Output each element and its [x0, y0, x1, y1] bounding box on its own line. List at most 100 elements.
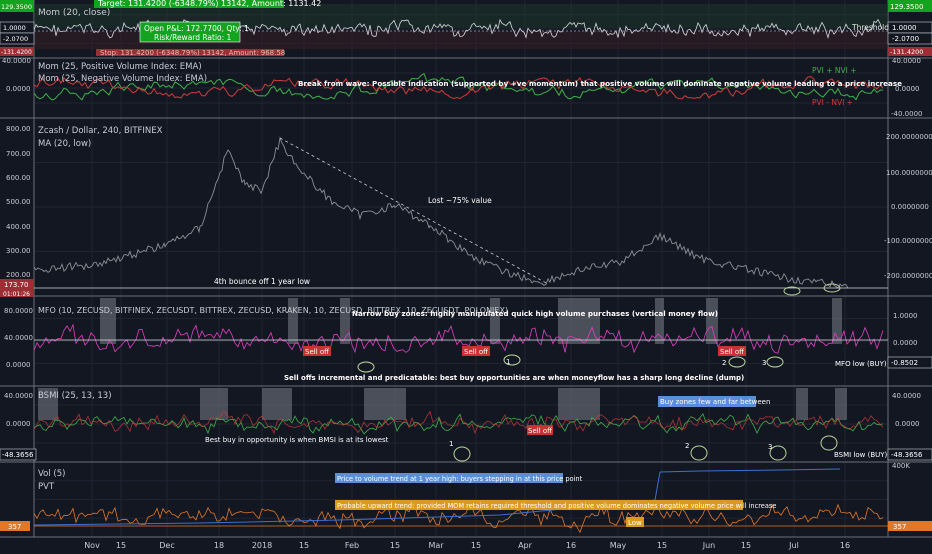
pvi-right-tick: -40.0000 — [891, 110, 922, 118]
bsmi-buy-zone — [262, 388, 292, 420]
mfo-oval — [503, 354, 521, 366]
price-legend-1: Zcash / Dollar, 240, BITFINEX — [38, 126, 163, 136]
bsmi-red-line — [33, 410, 884, 435]
open-pl-box — [139, 21, 241, 43]
mfo-marker-2: 2 — [722, 359, 726, 367]
price-left-badge — [0, 279, 34, 289]
mfo-buy-zone — [832, 298, 842, 344]
mom-right-badge — [888, 47, 932, 56]
time-tick-label: Mar — [428, 541, 444, 550]
mfo-right-badge — [887, 356, 932, 369]
pvi-left-tick: 0.0000 — [6, 85, 31, 93]
price-left-tick: 300.00 — [6, 247, 31, 255]
upward-trend-label: Probable upward trend: provided MOM reta… — [337, 502, 776, 510]
price-left-tick: 600.00 — [6, 174, 31, 182]
time-tick-label: 15 — [299, 541, 309, 550]
mom-right-badge-text: -2.0700 — [892, 35, 919, 43]
mfo-buy-zone — [340, 298, 350, 344]
pvi-legend-1: Mom (25, Positive Volume Index: EMA) — [38, 62, 202, 72]
mom-legend: Mom (20, close) — [38, 8, 110, 18]
pvi-nvi-minus-label: PVI - NVI + — [812, 98, 853, 107]
time-tick-label: 15 — [741, 541, 751, 550]
pvt-trend-tag — [335, 473, 563, 483]
pvt-trend-label: Price to volume trend at 1 year high: bu… — [337, 475, 583, 483]
time-tick-label: Nov — [84, 541, 100, 550]
mfo-left-tick: 40.0000 — [4, 334, 33, 342]
bsmi-buy-zone — [796, 388, 808, 420]
bounce-oval — [783, 286, 801, 296]
bsmi-legend: BSMI (25, 13, 13) — [38, 391, 112, 401]
bsmi-right-tick: 40.0000 — [892, 392, 921, 400]
price-line — [33, 136, 849, 289]
sell-off-tag — [718, 346, 746, 356]
mom-left-badge — [0, 0, 34, 12]
trade-stop-label: Stop: 131.4200 (-6348.79%) 13142, Amount… — [100, 49, 285, 57]
narrow-buy-zones-note: Narrow buy zones: highly manipulated qui… — [352, 309, 718, 318]
bsmi-low-buy-label: BSMI low (BUY) — [834, 451, 888, 459]
mfo-oval — [766, 356, 784, 368]
time-tick-label: 15 — [116, 541, 126, 550]
vol-legend-1: Vol (5) — [38, 469, 65, 479]
bsmi-left-tick: 40.0000 — [4, 392, 33, 400]
price-left-tick: 700.00 — [6, 150, 31, 158]
pvi-right-tick: 40.0000 — [892, 57, 921, 65]
pvi-nvi-plus-label: PVI + NVI + — [812, 66, 857, 75]
price-left-tick: 500.00 — [6, 198, 31, 206]
mfo-buy-zone — [288, 298, 298, 344]
mfo-low-buy-label: MFO low (BUY) — [835, 360, 887, 368]
time-tick-label: Feb — [345, 541, 359, 550]
bsmi-marker-3: 3 — [768, 443, 772, 451]
mom-left-badge-text: 1.0000 — [3, 24, 26, 32]
threshold-label: Threshold — [851, 23, 889, 32]
sell-off-tag — [527, 425, 553, 435]
best-buy-note: Best buy in opportunity is when BMSI is … — [205, 436, 389, 444]
vol-right-badge-text: 357 — [893, 523, 906, 531]
price-right-tick: 100.0000000 — [886, 169, 932, 177]
annotations: Threshold Break from wave: Possible indi… — [205, 23, 902, 527]
mom-left-badge — [0, 47, 34, 56]
time-tick-label: 18 — [214, 541, 224, 550]
vol-legend-2: PVT — [38, 482, 55, 492]
mom-left-badge-text: 129.3500 — [1, 3, 32, 11]
break-from-wave-note: Break from wave: Possible indication (su… — [298, 79, 902, 88]
buy-zones-label: Buy zones few and far between — [660, 398, 770, 406]
bsmi-left-badge-text: -48.3656 — [2, 451, 34, 459]
sell-offs-predictable-note: Sell offs incremental and predicatable: … — [284, 374, 744, 382]
price-right-tick: -200.0000000 — [884, 272, 932, 280]
mom-right-badge-text: 1.0000 — [892, 24, 917, 32]
time-tick-label: Dec — [159, 541, 174, 550]
mfo-marker-3: 3 — [762, 359, 766, 367]
sell-off-tag — [303, 346, 331, 356]
mom-right-badge-text: 129.3500 — [890, 3, 923, 11]
bounce-oval — [823, 283, 841, 293]
time-tick-label: 15 — [657, 541, 667, 550]
sell-off-label: Sell off — [720, 348, 744, 356]
bsmi-marker-2: 2 — [685, 442, 689, 450]
left-axis: 40.0000 0.0000 800.00 700.00 600.00 500.… — [2, 57, 33, 428]
trade-box[interactable]: Target: 131.4200 (-6348.79%) 13142, Amou… — [94, 0, 321, 57]
trade-open-label: Open P&L: 172.7700, Qty: 1 — [144, 24, 249, 33]
time-tick-label: Apr — [518, 541, 533, 550]
pvi-right-tick: 0.0000 — [895, 85, 920, 93]
sell-off-tag — [462, 346, 490, 356]
pvi-legend-2: Mom (25, Negative Volume Index: EMA) — [38, 74, 207, 84]
mfo-line — [33, 323, 884, 354]
vol-left-badge-text: 357 — [8, 523, 21, 531]
mom-lower-zone — [34, 31, 888, 49]
bsmi-buy-zone — [364, 388, 406, 420]
bsmi-marker-1: 1 — [449, 440, 453, 448]
vol-right-tick: 400K — [892, 462, 910, 470]
price-right-tick: 200.0000000 — [886, 133, 932, 141]
sell-off-label: Sell off — [305, 348, 329, 356]
price-left-tick: 400.00 — [6, 223, 31, 231]
mfo-buy-zone — [655, 298, 664, 344]
bsmi-left-tick: 0.0000 — [6, 420, 31, 428]
mom-right-badge — [888, 0, 932, 12]
time-axis: Nov 15 Dec 18 2018 15 Feb 15 Mar 15 Apr 16 May 15 Jun 1… — [84, 541, 850, 550]
bsmi-left-badge — [0, 448, 37, 461]
time-tick-label: 2018 — [252, 541, 272, 550]
mfo-left-tick: 80.0000 — [4, 307, 33, 315]
price-right-tick: 0.0000000 — [891, 203, 929, 211]
bsmi-right-badge-text: -48.3656 — [891, 451, 923, 459]
